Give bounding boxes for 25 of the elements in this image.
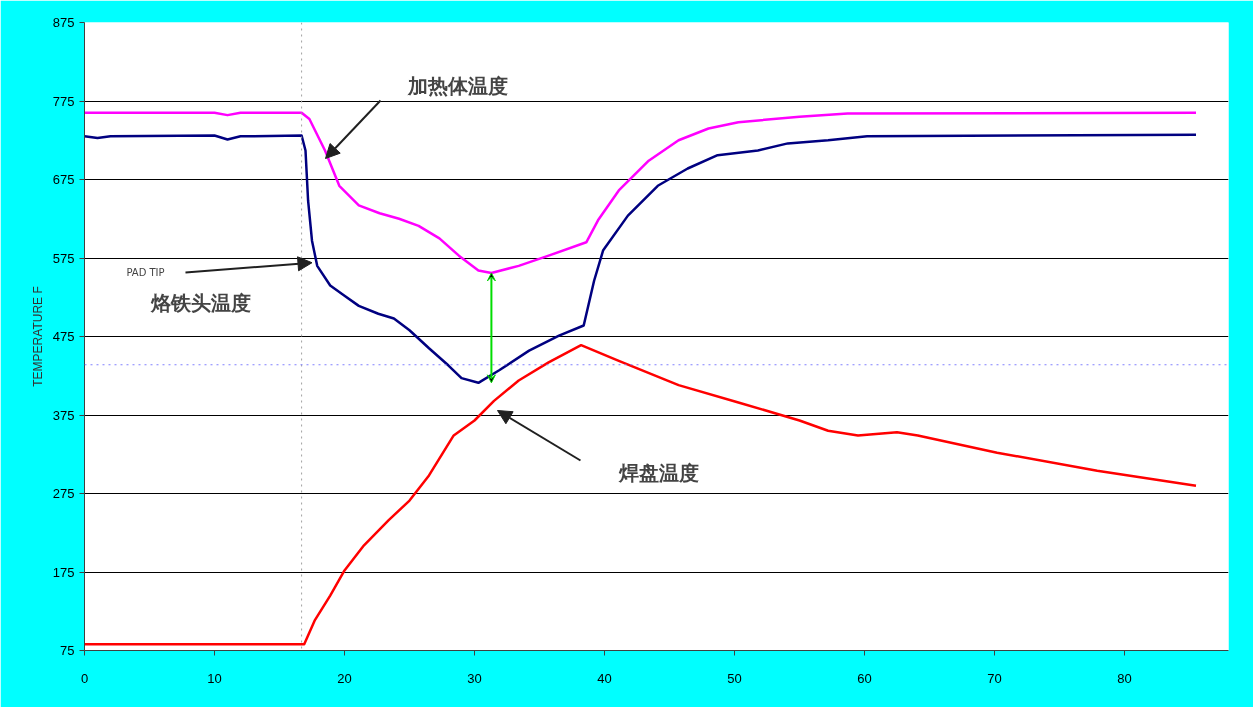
y-tick-label: 275 (52, 486, 75, 501)
y-tick-label: 775 (52, 93, 75, 109)
x-tick-label: 40 (597, 670, 612, 686)
y-tick-label: 375 (52, 407, 75, 423)
y-tick-label: 875 (52, 15, 75, 30)
line-series (84, 343, 1198, 646)
annotation: 加热体温度 (406, 73, 508, 98)
y-axis-title: TEMPERATURE F (30, 286, 45, 387)
x-tick-label: 0 (80, 670, 89, 686)
line-series (84, 133, 1198, 385)
y-tick-label: 575 (52, 250, 75, 266)
x-tick-label: 80 (1117, 670, 1132, 686)
y-tick-label: 475 (52, 329, 75, 344)
annotation: PAD TIP (126, 267, 165, 278)
x-tick-label: 30 (467, 670, 482, 686)
x-tick-label: 60 (857, 670, 872, 686)
y-tick-label: 75 (60, 643, 75, 658)
annotation: 烙铁头温度 (149, 290, 251, 315)
x-tick-label: 20 (337, 670, 352, 686)
x-tick-label: 10 (207, 670, 222, 686)
x-tick-label: 50 (727, 670, 742, 686)
annotation: 焊盘温度 (617, 460, 699, 485)
x-tick-label: 70 (987, 670, 1002, 686)
y-tick-label: 675 (52, 172, 75, 187)
y-tick-label: 175 (52, 564, 75, 580)
